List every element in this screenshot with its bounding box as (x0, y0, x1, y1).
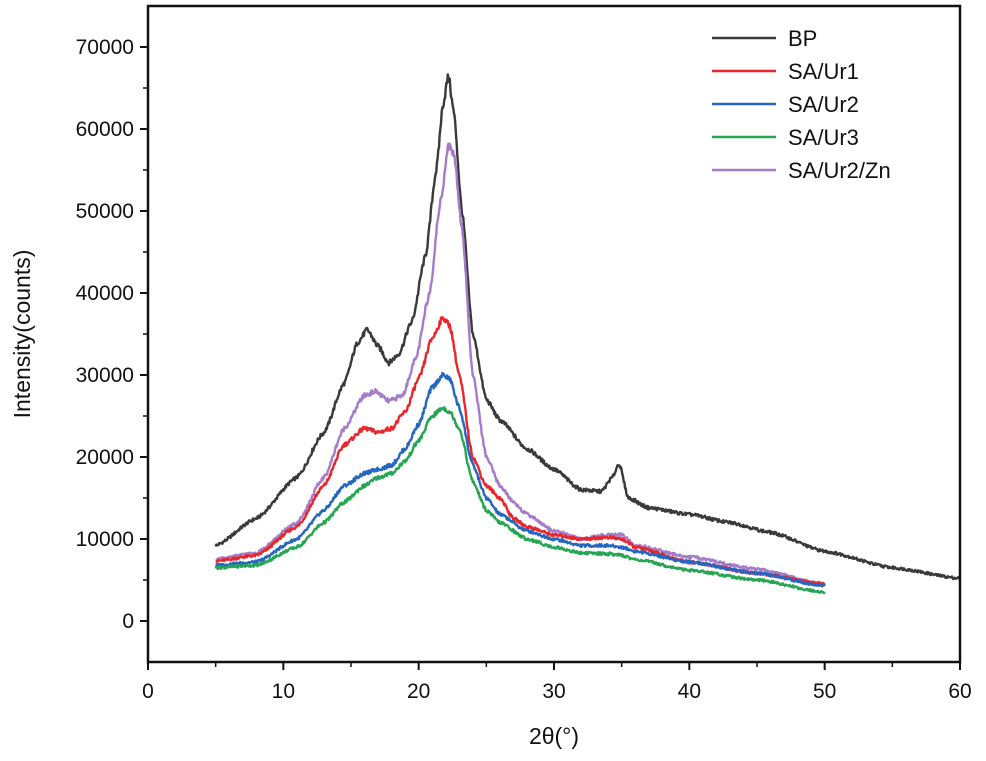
series-line-sa-ur3 (214, 406, 826, 595)
x-tick-label: 0 (142, 680, 154, 703)
legend-label: BP (788, 26, 817, 51)
y-tick-label: 0 (122, 610, 134, 633)
x-axis: 0 10 20 30 40 50 60 (142, 662, 972, 703)
series-layer (214, 73, 962, 595)
x-tick-label: 20 (407, 680, 430, 703)
y-tick-label: 60000 (76, 118, 134, 141)
legend-label: SA/Ur3 (788, 125, 859, 150)
y-tick-label: 70000 (76, 36, 134, 59)
y-tick-label: 10000 (76, 528, 134, 551)
x-axis-title: 2θ(°) (529, 723, 579, 749)
series-line-sa-ur2-zn (215, 142, 826, 586)
x-tick-label: 30 (542, 680, 565, 703)
legend: BP SA/Ur1 SA/Ur2 SA/Ur3 SA/Ur2/Zn (712, 26, 891, 183)
series-line-sa-ur1 (215, 316, 826, 587)
x-tick-label: 40 (678, 680, 701, 703)
y-axis-title: Intensity(counts) (9, 250, 35, 419)
x-tick-label: 50 (813, 680, 836, 703)
y-tick-label: 40000 (76, 282, 134, 305)
y-tick-label: 30000 (76, 364, 134, 387)
y-tick-label: 20000 (76, 446, 134, 469)
legend-label: SA/Ur2/Zn (788, 158, 891, 183)
x-tick-label: 10 (272, 680, 295, 703)
legend-label: SA/Ur2 (788, 92, 859, 117)
series-line-sa-ur2 (214, 371, 826, 588)
x-tick-label: 60 (948, 680, 971, 703)
y-axis: 0 10000 20000 30000 40000 50000 60000 70000 (76, 36, 148, 633)
y-tick-label: 50000 (76, 200, 134, 223)
legend-label: SA/Ur1 (788, 59, 859, 84)
series-line-bp (214, 73, 962, 581)
